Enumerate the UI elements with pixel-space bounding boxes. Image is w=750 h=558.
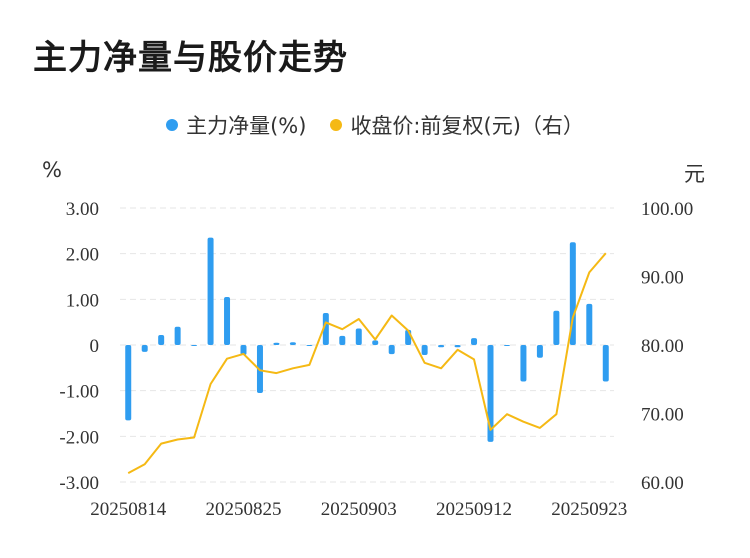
bar[interactable] <box>438 345 445 348</box>
y-left-tick-label: 2.00 <box>66 245 99 266</box>
y-left-tick-label: 1.00 <box>66 290 99 311</box>
y-right-tick-label: 60.00 <box>641 473 684 494</box>
bar[interactable] <box>207 237 214 345</box>
bar[interactable] <box>569 242 576 345</box>
x-tick-label: 20250814 <box>90 499 167 520</box>
bar[interactable] <box>536 345 543 358</box>
bar[interactable] <box>322 313 329 345</box>
bar[interactable] <box>289 342 296 345</box>
bar[interactable] <box>553 310 560 345</box>
y-left-tick-labels: 3.00 2.00 1.00 0 -1.00 -2.00 -3.00 <box>59 199 99 494</box>
y-left-tick-label: -2.00 <box>59 427 99 448</box>
x-tick-label: 20250923 <box>551 499 627 520</box>
bar[interactable] <box>158 334 165 345</box>
bar[interactable] <box>191 345 198 346</box>
bar[interactable] <box>520 345 527 382</box>
bar[interactable] <box>174 326 181 345</box>
bar[interactable] <box>471 338 478 345</box>
bar[interactable] <box>224 297 231 345</box>
bar[interactable] <box>372 340 379 345</box>
x-tick-label: 20250825 <box>206 499 282 520</box>
bar[interactable] <box>421 345 428 356</box>
bar[interactable] <box>273 342 280 345</box>
y-left-tick-label: 0 <box>90 336 100 357</box>
chart-title: 主力净量与股价走势 <box>33 38 348 78</box>
bar[interactable] <box>306 345 313 346</box>
x-tick-label: 20250912 <box>436 499 512 520</box>
line-series <box>127 252 607 474</box>
y-right-tick-label: 80.00 <box>641 336 684 357</box>
legend-label-bar: 主力净量(%) <box>186 114 307 138</box>
bar[interactable] <box>339 335 346 345</box>
y-right-tick-label: 100.00 <box>641 199 693 220</box>
right-axis-unit: 元 <box>684 162 705 186</box>
legend-label-line: 收盘价:前复权(元)（右） <box>350 114 584 138</box>
bar-series <box>125 237 609 442</box>
bar[interactable] <box>388 345 395 355</box>
price-line[interactable] <box>127 252 607 474</box>
left-axis-unit: % <box>42 158 62 182</box>
bar[interactable] <box>602 345 609 382</box>
y-right-tick-labels: 100.00 90.00 80.00 70.00 60.00 <box>641 199 693 494</box>
legend-item-line[interactable]: 收盘价:前复权(元)（右） <box>330 110 584 140</box>
x-tick-label: 20250903 <box>321 499 397 520</box>
y-left-tick-label: 3.00 <box>66 199 99 220</box>
bar[interactable] <box>586 303 593 345</box>
bar[interactable] <box>240 345 247 356</box>
bar[interactable] <box>454 345 461 348</box>
legend: 主力净量(%) 收盘价:前复权(元)（右） <box>0 110 750 140</box>
bar[interactable] <box>487 345 494 442</box>
x-tick-labels: 20250814 20250825 20250903 20250912 20250923 <box>90 499 627 520</box>
legend-item-bar[interactable]: 主力净量(%) <box>166 110 306 140</box>
y-right-tick-label: 70.00 <box>641 405 684 426</box>
y-left-tick-label: -3.00 <box>59 473 99 494</box>
y-left-tick-label: -1.00 <box>59 382 99 403</box>
bar[interactable] <box>503 345 510 346</box>
bar[interactable] <box>355 328 362 345</box>
grid-lines <box>120 207 614 483</box>
bar[interactable] <box>125 345 132 421</box>
y-right-tick-label: 90.00 <box>641 268 684 289</box>
legend-marker-bar <box>166 119 179 131</box>
bar[interactable] <box>141 345 148 352</box>
legend-marker-line <box>330 119 343 131</box>
